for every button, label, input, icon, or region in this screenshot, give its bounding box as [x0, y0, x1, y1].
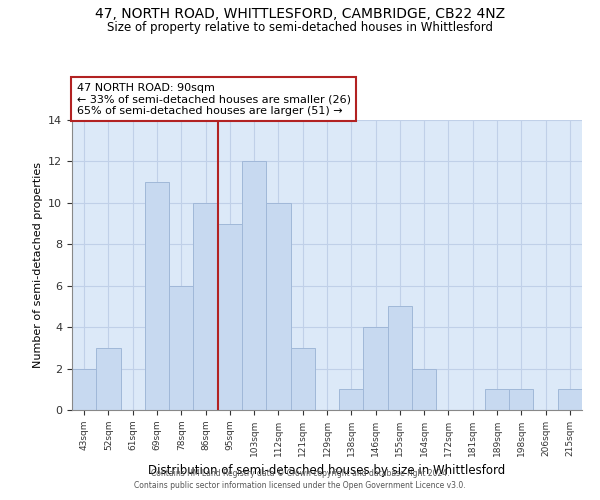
Bar — [145, 182, 169, 410]
Bar — [96, 348, 121, 410]
Bar — [364, 327, 388, 410]
Text: 47, NORTH ROAD, WHITTLESFORD, CAMBRIDGE, CB22 4NZ: 47, NORTH ROAD, WHITTLESFORD, CAMBRIDGE,… — [95, 8, 505, 22]
Y-axis label: Number of semi-detached properties: Number of semi-detached properties — [32, 162, 43, 368]
Text: Contains HM Land Registry data © Crown copyright and database right 2024.
Contai: Contains HM Land Registry data © Crown c… — [134, 468, 466, 490]
Bar — [388, 306, 412, 410]
Bar — [169, 286, 193, 410]
Bar — [339, 390, 364, 410]
Bar — [485, 390, 509, 410]
Bar — [412, 368, 436, 410]
Bar — [242, 162, 266, 410]
Bar — [290, 348, 315, 410]
Bar — [509, 390, 533, 410]
Bar — [218, 224, 242, 410]
Text: Size of property relative to semi-detached houses in Whittlesford: Size of property relative to semi-detach… — [107, 21, 493, 34]
X-axis label: Distribution of semi-detached houses by size in Whittlesford: Distribution of semi-detached houses by … — [148, 464, 506, 477]
Bar — [193, 203, 218, 410]
Text: 47 NORTH ROAD: 90sqm
← 33% of semi-detached houses are smaller (26)
65% of semi-: 47 NORTH ROAD: 90sqm ← 33% of semi-detac… — [77, 82, 351, 116]
Bar — [266, 203, 290, 410]
Bar — [72, 368, 96, 410]
Bar — [558, 390, 582, 410]
